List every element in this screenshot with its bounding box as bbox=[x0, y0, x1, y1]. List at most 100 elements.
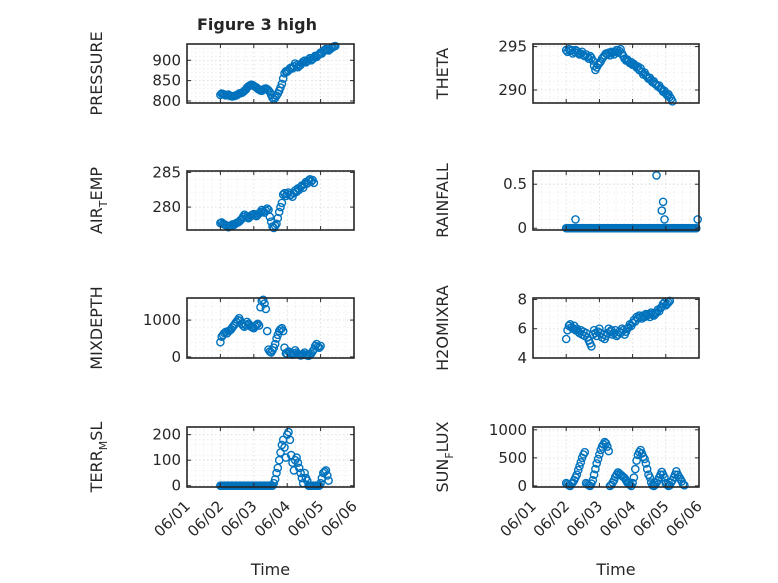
data-point bbox=[292, 453, 301, 462]
grid-lines bbox=[533, 44, 699, 103]
data-series bbox=[216, 41, 340, 104]
data-point bbox=[645, 473, 655, 482]
x-tick-label: 06/02 bbox=[184, 497, 227, 540]
data-point bbox=[269, 343, 279, 353]
data-point bbox=[658, 197, 668, 207]
data-point bbox=[642, 464, 652, 474]
y-tick-label: 4 bbox=[517, 349, 527, 367]
data-point bbox=[629, 473, 639, 482]
data-point bbox=[293, 458, 303, 468]
subplot-row2-left: 280 285 AIRTEMP bbox=[87, 163, 355, 234]
data-point bbox=[272, 219, 281, 229]
data-point bbox=[309, 178, 319, 188]
data-point bbox=[595, 450, 604, 459]
data-point bbox=[680, 480, 689, 490]
axes-box bbox=[532, 297, 700, 359]
x-tick-label: 06/05 bbox=[629, 497, 672, 540]
data-point bbox=[285, 435, 295, 445]
x-tick-label: 06/03 bbox=[563, 497, 606, 540]
data-point bbox=[660, 215, 669, 224]
y-tick-label: 850 bbox=[152, 72, 181, 90]
subplot-top-right: 290 295 THETA bbox=[433, 38, 700, 106]
y-label-text: SUN bbox=[433, 459, 452, 493]
data-point bbox=[650, 79, 660, 89]
data-point bbox=[314, 343, 324, 353]
data-point bbox=[264, 86, 273, 95]
data-point bbox=[258, 295, 268, 305]
y-axis-label: MIXDEPTH bbox=[87, 286, 106, 369]
y-tick-label: 0 bbox=[171, 348, 181, 366]
x-tick-label: 06/02 bbox=[530, 497, 573, 540]
data-point bbox=[265, 212, 275, 222]
y-tick-label: 285 bbox=[152, 163, 181, 181]
y-tick-label: 0 bbox=[171, 477, 181, 495]
y-tick-label: 0 bbox=[517, 477, 527, 495]
subplot-row2-right: 0 0.5 RAINFALL bbox=[433, 163, 703, 238]
data-point bbox=[270, 339, 280, 349]
y-tick-label: 290 bbox=[498, 81, 527, 99]
x-tick-label: 06/01 bbox=[151, 497, 194, 540]
plot-area bbox=[187, 427, 354, 487]
data-point bbox=[297, 58, 307, 68]
data-point bbox=[693, 215, 703, 224]
data-point bbox=[280, 443, 289, 452]
y-axis-label: RAINFALL bbox=[433, 163, 452, 238]
data-point bbox=[589, 470, 599, 480]
data-point bbox=[277, 440, 287, 450]
data-point bbox=[324, 476, 333, 485]
data-point bbox=[561, 334, 571, 344]
data-point bbox=[665, 92, 675, 102]
data-point bbox=[631, 464, 640, 474]
y-tick-label: 500 bbox=[498, 449, 527, 467]
data-point bbox=[260, 299, 269, 308]
y-tick-label: 1000 bbox=[143, 311, 181, 329]
data-point bbox=[692, 223, 701, 233]
axes-box bbox=[532, 43, 700, 104]
data-series bbox=[216, 427, 333, 491]
data-point bbox=[270, 474, 280, 484]
data-point bbox=[277, 198, 287, 208]
data-point bbox=[276, 202, 285, 212]
y-tick-label: 1000 bbox=[489, 421, 527, 439]
subplot-top-left: 800 850 900 PRESSURE bbox=[87, 31, 355, 116]
data-point bbox=[588, 475, 598, 485]
y-label-text: EMP bbox=[87, 167, 106, 201]
data-point bbox=[668, 97, 677, 106]
y-label-text: SL bbox=[87, 422, 106, 441]
y-tick-label: 0 bbox=[517, 219, 527, 237]
x-tick-label: 06/06 bbox=[318, 497, 361, 540]
data-point bbox=[615, 46, 624, 56]
data-point bbox=[281, 453, 291, 462]
data-point bbox=[641, 459, 651, 468]
data-point bbox=[273, 463, 283, 473]
figure-title: Figure 3 high bbox=[197, 15, 317, 34]
y-tick-label: 0.5 bbox=[503, 175, 527, 193]
y-tick-label: 6 bbox=[517, 320, 527, 338]
y-axis-label: TERRMSL bbox=[87, 422, 110, 494]
data-point bbox=[593, 454, 603, 464]
data-point bbox=[272, 334, 281, 343]
data-point bbox=[322, 471, 332, 480]
data-series bbox=[561, 44, 677, 106]
y-axis-label: THETA bbox=[433, 48, 452, 100]
grid-lines bbox=[533, 171, 699, 230]
x-axis-label: Time bbox=[250, 560, 290, 579]
y-axis-label: PRESSURE bbox=[87, 31, 106, 115]
x-tick-label: 06/04 bbox=[251, 497, 294, 540]
y-label-subscript: F bbox=[443, 452, 456, 458]
y-tick-label: 280 bbox=[152, 198, 181, 216]
data-point bbox=[254, 321, 264, 330]
data-point bbox=[591, 464, 600, 474]
data-series bbox=[216, 295, 325, 361]
subplot-row3-left: 0 1000 MIXDEPTH bbox=[87, 286, 355, 370]
plot-area bbox=[533, 298, 699, 358]
data-point bbox=[657, 206, 667, 215]
data-point bbox=[250, 321, 260, 331]
data-series bbox=[561, 296, 675, 351]
axes-box bbox=[186, 43, 355, 104]
data-point bbox=[278, 326, 288, 336]
data-point bbox=[595, 58, 604, 68]
axes-box bbox=[186, 297, 355, 359]
data-point bbox=[640, 454, 649, 464]
